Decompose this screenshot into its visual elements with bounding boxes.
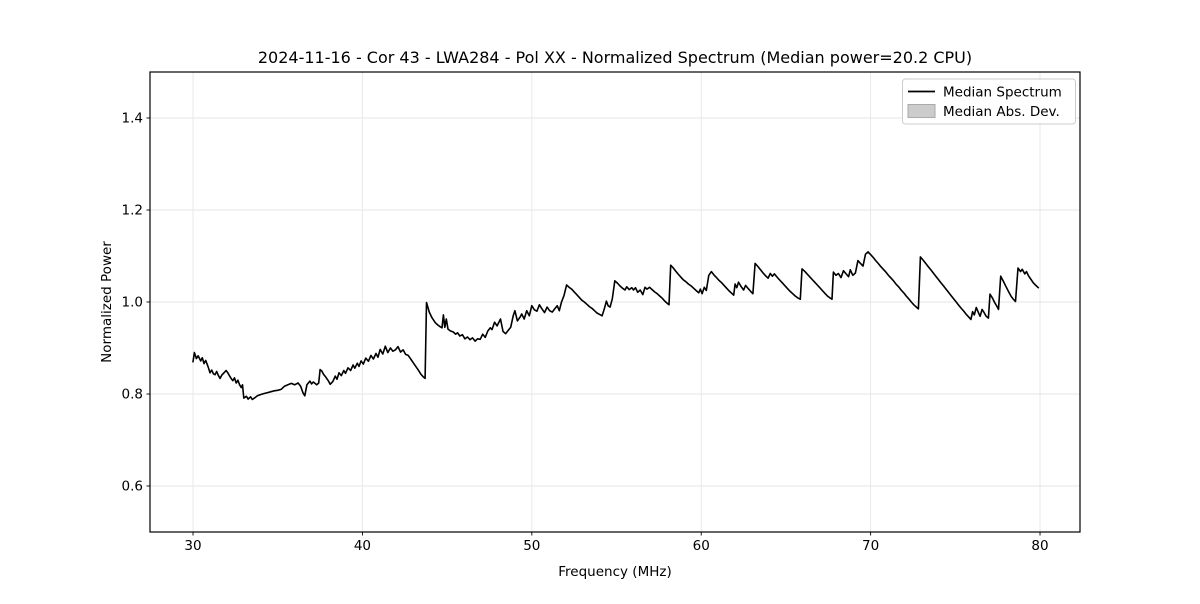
x-tick-label: 70 (862, 538, 879, 554)
x-tick-label: 40 (354, 538, 371, 554)
y-tick-label: 0.8 (122, 387, 143, 403)
x-tick-label: 50 (523, 538, 540, 554)
y-tick-label: 1.0 (122, 295, 143, 311)
x-tick-label: 80 (1031, 538, 1048, 554)
x-tick-label: 60 (693, 538, 710, 554)
legend-label-median-spectrum: Median Spectrum (943, 85, 1062, 101)
legend-box (902, 78, 1076, 125)
x-tick-label: 30 (184, 538, 201, 554)
legend-label-median-abs-dev: Median Abs. Dev. (943, 104, 1060, 120)
y-axis-label: Normalized Power (99, 241, 115, 363)
plot-frame (149, 71, 1081, 533)
y-tick-label: 1.2 (122, 203, 143, 219)
legend-patch-sample-icon (907, 104, 936, 118)
y-tick-label: 0.6 (122, 479, 143, 495)
legend: Median Spectrum Median Abs. Dev. (902, 78, 1076, 125)
tick-labels: 30 40 50 60 70 80 0.6 0.8 1.0 1.2 1.4 (122, 111, 1049, 555)
y-tick-label: 1.4 (122, 111, 143, 127)
x-axis-label: Frequency (MHz) (558, 564, 671, 580)
median-spectrum-line (192, 251, 1040, 401)
chart-title: 2024-11-16 - Cor 43 - LWA284 - Pol XX - … (258, 48, 972, 67)
